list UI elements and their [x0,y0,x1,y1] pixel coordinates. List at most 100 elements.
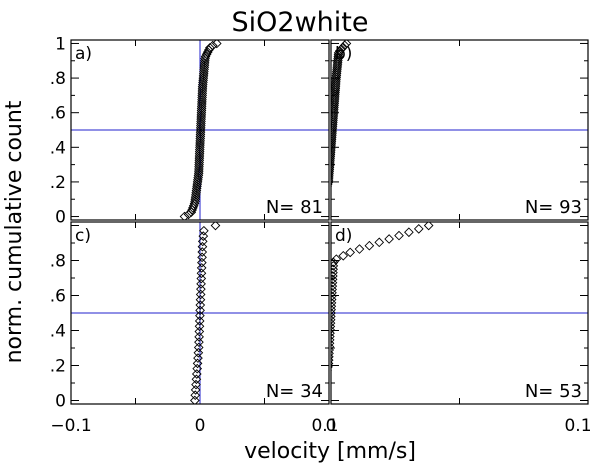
data-series [321,40,352,196]
data-point [331,257,339,268]
data-point [384,234,394,244]
data-point [364,240,375,251]
data-point [331,185,332,188]
data-point [192,358,203,369]
data-point [331,164,335,171]
data-point [331,144,336,154]
data-point [321,188,329,196]
y-tick-label: .2 [50,357,66,377]
data-point [331,81,341,92]
data-point [195,300,206,310]
chart-title: SiO2white [232,7,369,38]
data-point [190,390,201,401]
data-point [331,130,337,141]
panel-b: b) N= 93 [321,39,589,221]
panel-frame [70,39,330,221]
data-point [331,168,335,175]
y-tick-label: 0 [55,392,66,412]
data-point [331,123,338,133]
data-point [331,121,338,132]
data-point [331,111,339,122]
data-point [331,148,336,158]
data-point [331,154,336,163]
y-tick-label: 0 [55,208,66,228]
data-point [331,78,341,88]
panel-a: a) N= 81 0 .2 .4 .6 .8 1 [50,34,330,228]
data-point [195,310,205,321]
data-point [331,108,339,118]
data-point [394,230,404,241]
data-point [331,166,335,173]
data-point [331,115,338,126]
y-tick-label: 1 [55,34,66,54]
data-series [190,222,221,404]
data-point [339,40,350,51]
data-point [423,222,434,231]
data-point [331,117,338,128]
n-count-label: N= 81 [266,197,323,218]
data-point [194,321,205,332]
data-point [413,224,424,234]
data-point [354,244,365,254]
data-series [179,40,222,220]
data-point [196,284,206,294]
data-point [193,347,204,358]
data-point [191,374,202,385]
data-point [197,241,208,252]
data-point [195,305,205,316]
data-point [191,379,201,390]
data-point [211,40,222,49]
data-point [331,95,340,105]
data-point [193,342,204,353]
data-point [331,336,335,344]
data-point [331,156,335,164]
data-point [331,160,335,168]
x-tick-label: 0 [195,416,206,436]
x-tick-label: 0.1 [564,416,591,436]
panel-label: a) [75,44,92,64]
data-point [207,40,218,51]
panel-label: b) [335,44,352,64]
data-point [331,146,336,156]
data-point [331,322,336,331]
data-point [190,385,201,395]
y-tick-label: .6 [50,104,66,124]
data-point [331,172,334,178]
data-point [195,294,206,305]
data-point [341,40,352,49]
data-point [334,46,345,56]
data-point [331,119,338,130]
data-point [331,125,338,135]
y-tick-label: .4 [50,322,66,342]
data-point [191,369,202,379]
data-point [338,42,348,53]
data-point [331,113,338,124]
data-point [195,289,206,300]
data-point [190,395,200,404]
x-tick-label: −0.1 [50,416,91,436]
data-point [331,85,341,96]
data-point [196,278,206,289]
data-point [331,170,334,177]
data-point [194,337,204,348]
y-tick-label: .2 [50,173,66,193]
data-point [210,222,221,231]
data-point [331,369,332,372]
data-point [331,80,341,90]
data-point [345,247,356,258]
data-point [331,91,340,101]
panel-label: d) [335,226,352,246]
data-point [197,236,208,247]
data-point [196,263,207,273]
x-axis-label: velocity [mm/s] [244,439,416,464]
panel-frame [330,221,589,405]
data-point [331,132,337,143]
data-series [331,222,434,372]
y-tick-label: .6 [50,287,66,307]
panel-d: d) N= 53 [330,221,589,405]
data-point [336,44,347,54]
data-point [331,110,339,120]
x-tick-label: 0.1 [311,416,338,436]
data-point [331,93,340,103]
